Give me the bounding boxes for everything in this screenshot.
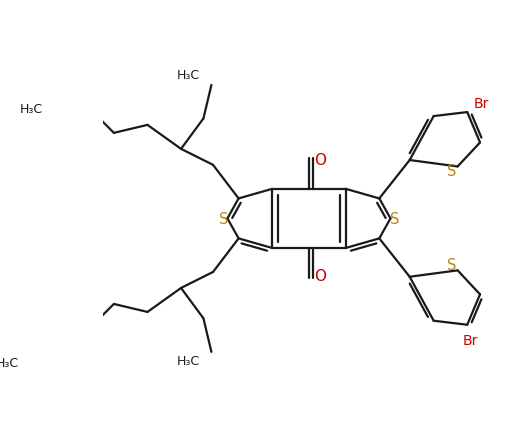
Text: S: S (219, 212, 228, 227)
Text: S: S (446, 164, 456, 179)
Text: Br: Br (474, 97, 489, 111)
Text: O: O (314, 153, 326, 168)
Text: S: S (390, 212, 399, 227)
Text: H₃C: H₃C (0, 356, 19, 370)
Text: H₃C: H₃C (19, 103, 42, 116)
Text: Br: Br (463, 334, 478, 348)
Text: H₃C: H₃C (177, 69, 200, 82)
Text: H₃C: H₃C (177, 355, 200, 368)
Text: O: O (314, 269, 326, 284)
Text: S: S (446, 258, 456, 273)
